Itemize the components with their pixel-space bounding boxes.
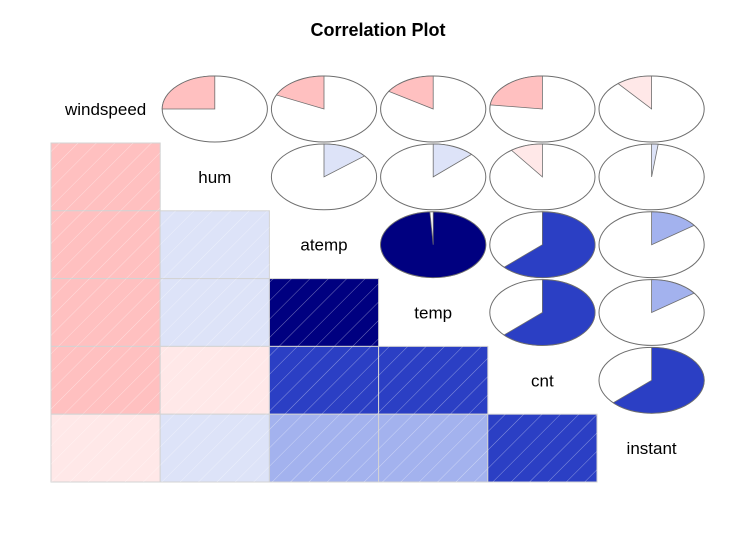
pie-cell-windspeed-temp (380, 75, 487, 143)
shade-hatch (51, 143, 161, 211)
pie-wedge (275, 75, 325, 110)
shade-cell-instant-hum (159, 413, 270, 483)
shade-cell-cnt-temp (378, 345, 489, 415)
shade-cell-temp-atemp (268, 278, 380, 347)
pie-cell-hum-temp (380, 143, 487, 211)
shade-cell-cnt-hum (159, 345, 270, 415)
pie-wedge (651, 143, 659, 177)
variable-label-instant: instant (627, 439, 677, 458)
variable-label-cnt: cnt (531, 371, 554, 390)
pie-wedge (323, 143, 366, 178)
shade-hatch (160, 346, 270, 415)
chart-title: Correlation Plot (310, 20, 445, 40)
shade-cell-instant-cnt (487, 413, 598, 483)
shade-hatch (378, 414, 488, 482)
shade-hatch (160, 210, 270, 279)
pie-wedge (380, 211, 487, 278)
variable-label-windspeed: windspeed (64, 100, 146, 119)
pie-wedge (617, 75, 652, 110)
variable-label-temp: temp (414, 304, 452, 323)
pie-cell-atemp-instant (598, 211, 705, 279)
shade-cell-atemp-windspeed (50, 210, 161, 280)
pie-cell-hum-cnt (489, 143, 596, 211)
pie-wedge (651, 279, 695, 314)
pie-wedge (388, 75, 434, 110)
pie-wedge (510, 143, 543, 178)
pie-wedge (503, 211, 596, 278)
pie-cell-hum-instant (598, 143, 705, 211)
shade-hatch (269, 414, 379, 482)
shade-hatch (378, 346, 488, 415)
pie-cell-windspeed-instant (598, 75, 705, 143)
shade-hatch (269, 346, 379, 415)
shade-cell-cnt-windspeed (50, 345, 161, 415)
pie-cell-atemp-temp (380, 211, 487, 279)
variable-labels: windspeed hum atemp temp cnt instant (64, 100, 677, 458)
pie-wedge (161, 75, 216, 110)
pie-wedge (612, 346, 705, 414)
shade-cell-cnt-atemp (268, 345, 380, 415)
pie-cell-temp-cnt (489, 279, 596, 346)
pie-cell-windspeed-atemp (270, 75, 378, 143)
pie-cell-cnt-instant (598, 346, 705, 414)
pie-cell-atemp-cnt (489, 211, 596, 279)
pie-cell-windspeed-cnt (489, 75, 596, 143)
shade-hatch (160, 278, 270, 347)
shade-cell-instant-atemp (268, 413, 380, 483)
shade-hatch (51, 346, 161, 415)
shade-cell-instant-windspeed (50, 413, 161, 483)
shade-hatch (160, 414, 270, 482)
shade-cell-temp-windspeed (50, 278, 161, 347)
pie-wedge (489, 75, 543, 110)
correlation-cells (50, 75, 705, 483)
shade-hatch (51, 210, 161, 279)
variable-label-hum: hum (198, 168, 231, 187)
shade-cell-instant-temp (378, 413, 489, 483)
variable-label-atemp: atemp (300, 236, 347, 255)
shade-cell-atemp-hum (159, 210, 270, 280)
shade-cell-temp-hum (159, 278, 270, 347)
shade-hatch (51, 414, 161, 482)
pie-cell-hum-atemp (270, 143, 378, 211)
pie-wedge (503, 279, 596, 346)
shade-hatch (269, 278, 379, 347)
pie-cell-temp-instant (598, 279, 705, 346)
pie-wedge (432, 143, 473, 178)
shade-hatch (51, 278, 161, 347)
shade-hatch (487, 414, 597, 482)
pie-wedge (651, 211, 695, 246)
pie-cell-windspeed-hum (161, 75, 268, 143)
shade-cell-hum-windspeed (50, 142, 161, 212)
